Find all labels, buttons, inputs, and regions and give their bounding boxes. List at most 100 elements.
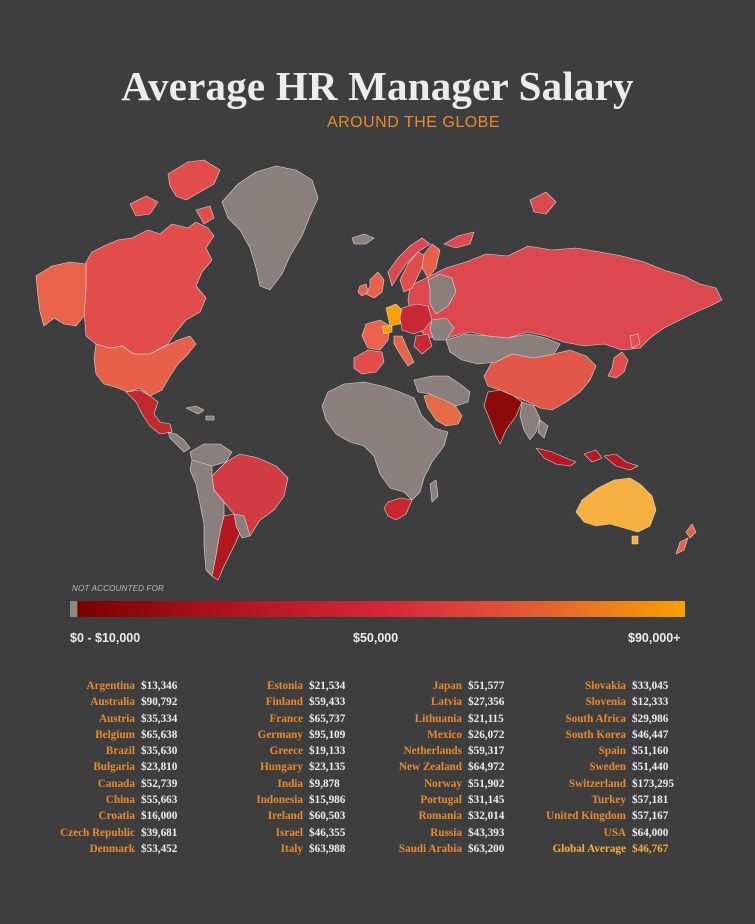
salary-value: $57,167: [632, 810, 669, 823]
salary-value: $65,737: [309, 712, 346, 725]
salary-column-3: Japan $51,577 Latvia $27,356 Lithuania $21,11…: [350, 678, 528, 857]
salary-row: Hungary $23,135: [193, 759, 369, 775]
salary-value: $26,072: [468, 728, 505, 741]
country-name: France: [269, 712, 303, 725]
map-region-russia: [407, 191, 723, 351]
salary-row: Portugal $31,145: [350, 792, 528, 808]
country-name: Finland: [265, 696, 303, 709]
salary-row: Slovakia $33,045: [518, 678, 702, 694]
salary-row: Netherlands $59,317: [350, 743, 528, 759]
salary-value: $64,000: [632, 826, 669, 839]
country-name: USA: [603, 826, 626, 839]
country-name: Global Average: [552, 842, 626, 855]
salary-row: USA $64,000: [518, 825, 702, 841]
country-name: Bulgaria: [93, 761, 135, 774]
salary-column-1: Argentina $13,346 Australia $90,792 Austria $…: [30, 678, 201, 857]
salary-row: Italy $63,988: [193, 841, 369, 857]
map-region-canada: [83, 159, 221, 355]
salary-value: $31,145: [468, 794, 505, 807]
salary-value: $9,878: [309, 777, 340, 790]
scale-mid-label: $50,000: [353, 631, 399, 645]
country-name: Argentina: [86, 680, 135, 692]
country-name: Ireland: [267, 810, 303, 823]
map-region-australia: [575, 477, 657, 545]
salary-value: $35,334: [141, 712, 178, 725]
salary-row: Czech Republic $39,681: [30, 825, 201, 841]
salary-value: $53,452: [141, 842, 178, 855]
salary-value: $39,681: [141, 826, 178, 839]
country-name: Australia: [90, 696, 135, 709]
salary-value: $46,355: [309, 826, 346, 839]
country-name: Brazil: [105, 745, 135, 758]
country-name: Switzerland: [568, 777, 626, 790]
country-name: Sweden: [589, 761, 626, 774]
world-map: [35, 159, 723, 581]
salary-value: $90,792: [141, 696, 178, 709]
salary-value: $51,577: [468, 680, 505, 692]
salary-value: $64,972: [468, 761, 505, 774]
country-name: Japan: [432, 680, 462, 692]
salary-value: $35,630: [141, 745, 178, 758]
salary-value: $51,902: [468, 777, 505, 790]
salary-value: $65,638: [141, 728, 178, 741]
map-region-mexico: [125, 389, 173, 435]
map-region-central-europe: [399, 303, 433, 355]
map-region-africa: [321, 381, 449, 503]
country-name: Spain: [598, 745, 626, 758]
country-name: Belgium: [95, 728, 135, 741]
salary-row: South Korea $46,447: [518, 727, 702, 743]
map-region-usa: [93, 335, 197, 397]
salary-row: Argentina $13,346: [30, 678, 201, 694]
country-name: Russia: [430, 826, 462, 839]
country-name: Slovakia: [584, 680, 626, 692]
country-name: Turkey: [591, 794, 626, 807]
map-region-caribbean: [185, 405, 215, 421]
country-name: Saudi Arabia: [398, 842, 462, 855]
country-name: Slovenia: [585, 696, 626, 709]
scale-min-label: $0 - $10,000: [70, 631, 141, 645]
country-name: South Korea: [565, 728, 626, 741]
salary-value: $60,503: [309, 810, 346, 823]
country-name: Hungary: [260, 761, 303, 774]
map-region-india: [483, 389, 523, 445]
country-name: Indonesia: [256, 794, 303, 807]
map-region-italy: [393, 335, 415, 367]
country-name: Lithuania: [414, 712, 462, 725]
country-name: Romania: [418, 810, 462, 823]
country-name: Latvia: [430, 696, 462, 709]
map-region-norway: [387, 237, 431, 287]
salary-row: Turkey $57,181: [518, 792, 702, 808]
map-region-iceland: [351, 233, 375, 245]
salary-row: Sweden $51,440: [518, 759, 702, 775]
salary-value: $32,014: [468, 810, 505, 823]
infographic-title: Average HR Manager Salary: [121, 63, 634, 109]
salary-row: Finland $59,433: [193, 694, 369, 710]
salary-row: Switzerland $173,295: [518, 776, 702, 792]
country-name: Czech Republic: [60, 826, 135, 839]
country-name: Netherlands: [403, 745, 462, 758]
salary-row: Indonesia $15,986: [193, 792, 369, 808]
salary-row: Lithuania $21,115: [350, 711, 528, 727]
country-name: South Africa: [565, 712, 626, 725]
salary-value: $13,346: [141, 680, 178, 692]
salary-value: $27,356: [468, 696, 505, 709]
salary-row: Greece $19,133: [193, 743, 369, 759]
salary-value: $43,393: [468, 826, 505, 839]
salary-value: $23,810: [141, 761, 178, 774]
salary-row: Japan $51,577: [350, 678, 528, 694]
country-name: Croatia: [98, 810, 135, 823]
country-name: New Zealand: [398, 761, 462, 774]
salary-row: United Kingdom $57,167: [518, 808, 702, 824]
country-name: Canada: [97, 777, 135, 790]
map-region-southeast-asia: [519, 401, 549, 441]
country-name: Germany: [257, 728, 303, 741]
salary-value: $52,739: [141, 777, 178, 790]
salary-value: $51,440: [632, 761, 669, 774]
map-region-new-zealand: [675, 523, 697, 555]
salary-value: $59,433: [309, 696, 346, 709]
not-accounted-label: NOT ACCOUNTED FOR: [72, 584, 164, 593]
salary-value: $29,986: [632, 712, 669, 725]
salary-row: South Africa $29,986: [518, 711, 702, 727]
salary-row: Russia $43,393: [350, 825, 528, 841]
country-name: India: [277, 777, 304, 790]
